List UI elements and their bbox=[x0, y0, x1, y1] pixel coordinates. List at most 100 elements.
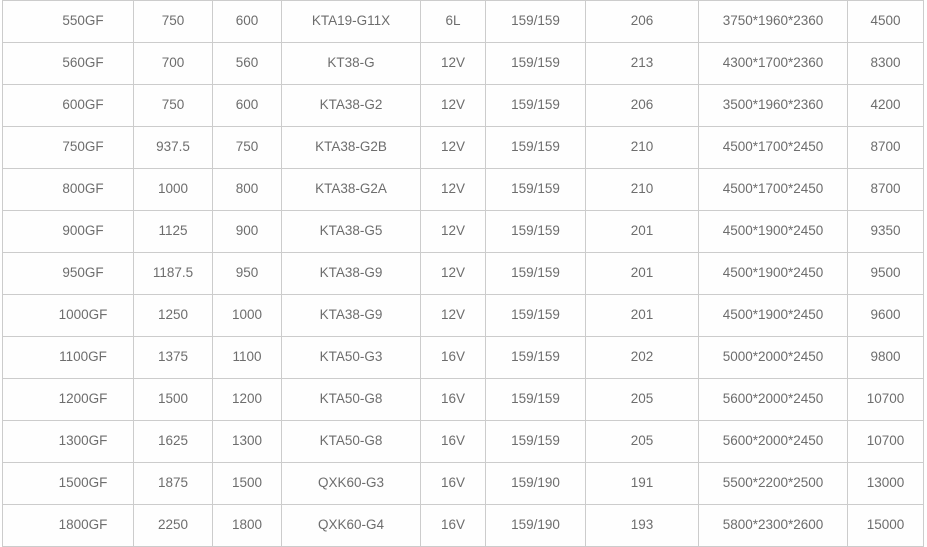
cell-bore_stroke: 159/159 bbox=[485, 42, 586, 85]
cell-kva: 1000 bbox=[133, 168, 213, 211]
cell-model: 1800GF bbox=[2, 504, 134, 547]
cell-dimensions: 5000*2000*2450 bbox=[698, 336, 848, 379]
cell-model: 550GF bbox=[2, 0, 134, 43]
cell-model: 1500GF bbox=[2, 462, 134, 505]
cell-cylinders: 16V bbox=[420, 336, 486, 379]
cell-dimensions: 5600*2000*2450 bbox=[698, 378, 848, 421]
cell-bore_stroke: 159/159 bbox=[485, 252, 586, 295]
cell-model: 560GF bbox=[2, 42, 134, 85]
cell-kva: 1875 bbox=[133, 462, 213, 505]
cell-speed: 201 bbox=[585, 252, 699, 295]
cell-speed: 210 bbox=[585, 168, 699, 211]
cell-weight: 4200 bbox=[847, 84, 924, 127]
cell-model: 1300GF bbox=[2, 420, 134, 463]
cell-model: 600GF bbox=[2, 84, 134, 127]
cell-cylinders: 16V bbox=[420, 420, 486, 463]
cell-kva: 1375 bbox=[133, 336, 213, 379]
cell-cylinders: 12V bbox=[420, 294, 486, 337]
cell-kw: 600 bbox=[212, 0, 282, 43]
cell-kva: 1250 bbox=[133, 294, 213, 337]
cell-speed: 210 bbox=[585, 126, 699, 169]
cell-model: 1100GF bbox=[2, 336, 134, 379]
cell-speed: 206 bbox=[585, 0, 699, 43]
cell-model: 800GF bbox=[2, 168, 134, 211]
cell-weight: 8700 bbox=[847, 126, 924, 169]
cell-kva: 2250 bbox=[133, 504, 213, 547]
cell-engine_model: KTA38-G9 bbox=[281, 294, 421, 337]
cell-kw: 1800 bbox=[212, 504, 282, 547]
cell-speed: 205 bbox=[585, 378, 699, 421]
cell-weight: 9800 bbox=[847, 336, 924, 379]
table-row: 800GF 1000 800 KTA38-G2A 12V 159/159 210 4500*1… bbox=[2, 168, 924, 211]
cell-kva: 700 bbox=[133, 42, 213, 85]
cell-dimensions: 3750*1960*2360 bbox=[698, 0, 848, 43]
cell-speed: 193 bbox=[585, 504, 699, 547]
cell-kw: 560 bbox=[212, 42, 282, 85]
cell-dimensions: 4500*1700*2450 bbox=[698, 168, 848, 211]
cell-cylinders: 6L bbox=[420, 0, 486, 43]
cell-kw: 1100 bbox=[212, 336, 282, 379]
cell-speed: 191 bbox=[585, 462, 699, 505]
table-row: 600GF 750 600 KTA38-G2 12V 159/159 206 3500*196… bbox=[2, 84, 924, 127]
cell-dimensions: 4300*1700*2360 bbox=[698, 42, 848, 85]
cell-kva: 1187.5 bbox=[133, 252, 213, 295]
cell-cylinders: 12V bbox=[420, 84, 486, 127]
cell-kw: 950 bbox=[212, 252, 282, 295]
cell-bore_stroke: 159/159 bbox=[485, 210, 586, 253]
table-row: 1300GF 1625 1300 KTA50-G8 16V 159/159 205 5600*… bbox=[2, 420, 924, 463]
cell-cylinders: 12V bbox=[420, 252, 486, 295]
cell-weight: 4500 bbox=[847, 0, 924, 43]
cell-weight: 8300 bbox=[847, 42, 924, 85]
cell-bore_stroke: 159/190 bbox=[485, 462, 586, 505]
cell-kva: 750 bbox=[133, 0, 213, 43]
cell-cylinders: 16V bbox=[420, 504, 486, 547]
cell-dimensions: 4500*1900*2450 bbox=[698, 210, 848, 253]
cell-engine_model: KTA19-G11X bbox=[281, 0, 421, 43]
cell-bore_stroke: 159/190 bbox=[485, 504, 586, 547]
cell-dimensions: 5600*2000*2450 bbox=[698, 420, 848, 463]
cell-dimensions: 3500*1960*2360 bbox=[698, 84, 848, 127]
cell-kva: 937.5 bbox=[133, 126, 213, 169]
cell-engine_model: KTA50-G3 bbox=[281, 336, 421, 379]
cell-model: 750GF bbox=[2, 126, 134, 169]
cell-bore_stroke: 159/159 bbox=[485, 294, 586, 337]
cell-kw: 1000 bbox=[212, 294, 282, 337]
table-row: 1000GF 1250 1000 KTA38-G9 12V 159/159 201 4500*… bbox=[2, 294, 924, 337]
cell-speed: 202 bbox=[585, 336, 699, 379]
cell-engine_model: KTA50-G8 bbox=[281, 378, 421, 421]
cell-engine_model: KTA38-G2A bbox=[281, 168, 421, 211]
cell-cylinders: 12V bbox=[420, 210, 486, 253]
table-row: 750GF 937.5 750 KTA38-G2B 12V 159/159 210 4500*… bbox=[2, 126, 924, 169]
cell-weight: 10700 bbox=[847, 378, 924, 421]
cell-kw: 1300 bbox=[212, 420, 282, 463]
cell-weight: 9500 bbox=[847, 252, 924, 295]
cell-model: 1200GF bbox=[2, 378, 134, 421]
cell-cylinders: 16V bbox=[420, 462, 486, 505]
cell-weight: 8700 bbox=[847, 168, 924, 211]
cell-weight: 10700 bbox=[847, 420, 924, 463]
cell-engine_model: KTA38-G2B bbox=[281, 126, 421, 169]
table-row: 550GF 750 600 KTA19-G11X 6L 159/159 206 3750*19… bbox=[2, 0, 924, 43]
cell-kva: 1500 bbox=[133, 378, 213, 421]
cell-cylinders: 12V bbox=[420, 42, 486, 85]
table-row: 1100GF 1375 1100 KTA50-G3 16V 159/159 202 5000*… bbox=[2, 336, 924, 379]
cell-weight: 15000 bbox=[847, 504, 924, 547]
cell-model: 1000GF bbox=[2, 294, 134, 337]
cell-kw: 800 bbox=[212, 168, 282, 211]
cell-cylinders: 12V bbox=[420, 168, 486, 211]
cell-engine_model: KTA38-G2 bbox=[281, 84, 421, 127]
cell-weight: 9350 bbox=[847, 210, 924, 253]
cell-bore_stroke: 159/159 bbox=[485, 168, 586, 211]
cell-engine_model: QXK60-G3 bbox=[281, 462, 421, 505]
cell-speed: 205 bbox=[585, 420, 699, 463]
table-row: 900GF 1125 900 KTA38-G5 12V 159/159 201 4500*19… bbox=[2, 210, 924, 253]
cell-bore_stroke: 159/159 bbox=[485, 84, 586, 127]
table-row: 1200GF 1500 1200 KTA50-G8 16V 159/159 205 5600*… bbox=[2, 378, 924, 421]
cell-speed: 201 bbox=[585, 210, 699, 253]
cell-kva: 1625 bbox=[133, 420, 213, 463]
cell-speed: 213 bbox=[585, 42, 699, 85]
cell-bore_stroke: 159/159 bbox=[485, 126, 586, 169]
table-row: 1500GF 1875 1500 QXK60-G3 16V 159/190 191 5500*… bbox=[2, 462, 924, 505]
